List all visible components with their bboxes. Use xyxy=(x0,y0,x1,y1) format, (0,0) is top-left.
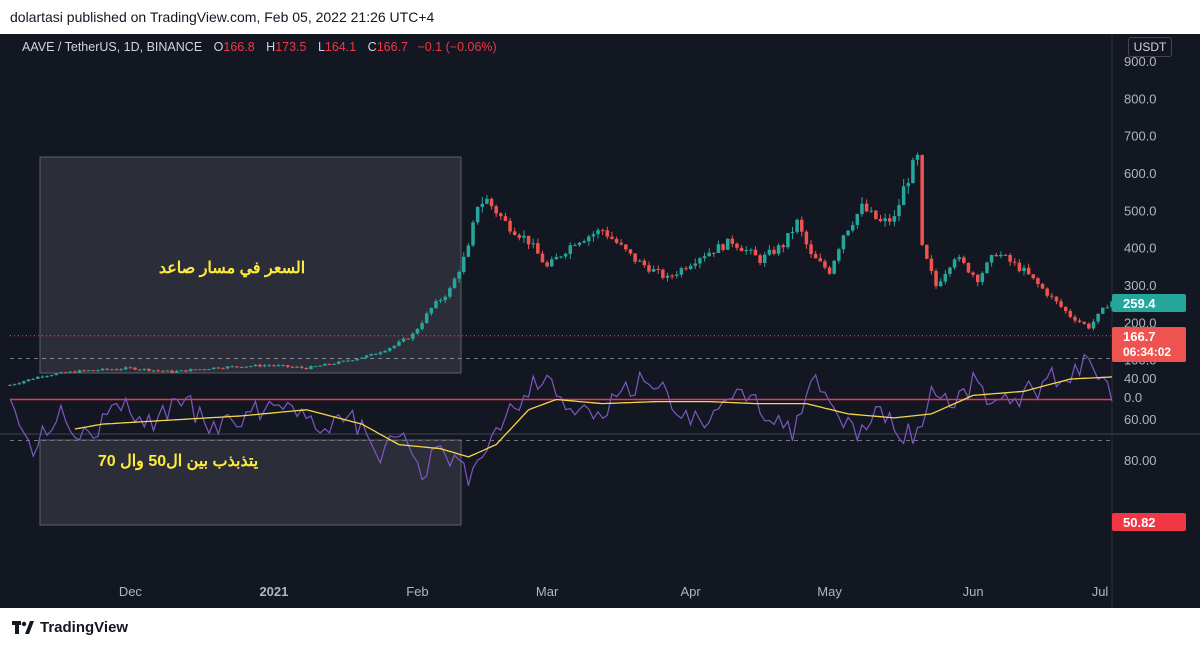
chart-frame[interactable] xyxy=(0,34,1200,608)
symbol-title: AAVE / TetherUS, 1D, BINANCE xyxy=(22,40,203,54)
published-caption: dolartasi published on TradingView.com, … xyxy=(10,9,435,25)
footer: TradingView xyxy=(0,608,1200,647)
high-value: 173.5 xyxy=(275,40,307,54)
tradingview-logo-text: TradingView xyxy=(40,619,129,636)
tradingview-logo[interactable]: TradingView xyxy=(12,619,128,636)
close-value: 166.7 xyxy=(376,40,408,54)
open-label: O xyxy=(213,40,224,54)
high-label: H xyxy=(266,40,276,54)
close-label: C xyxy=(367,40,377,54)
header: dolartasi published on TradingView.com, … xyxy=(0,0,1200,34)
change-value: −0.1 (−0.06%) xyxy=(417,40,497,54)
open-value: 166.8 xyxy=(223,40,255,54)
currency-button[interactable]: USDT xyxy=(1128,37,1172,57)
low-value: 164.1 xyxy=(324,40,357,54)
symbol-legend[interactable]: AAVE / TetherUS, 1D, BINANCE O166.8 H173… xyxy=(22,40,497,54)
tradingview-logo-icon xyxy=(12,620,34,634)
low-label: L xyxy=(317,40,325,54)
